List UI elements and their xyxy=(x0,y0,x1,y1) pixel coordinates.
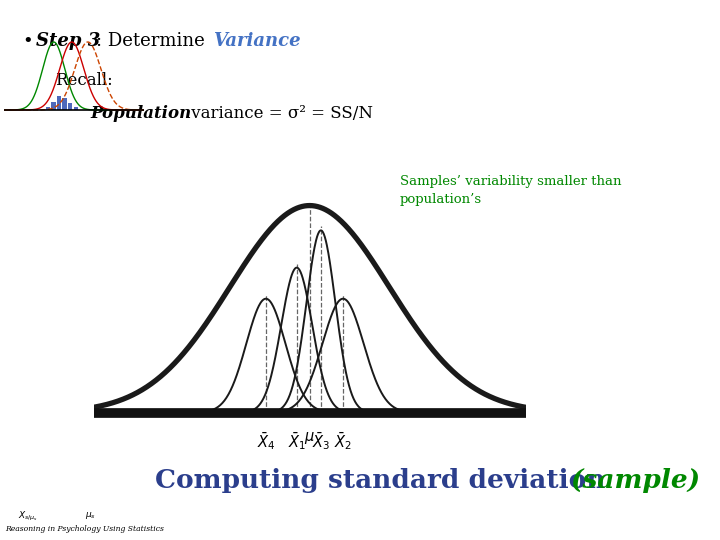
Text: : Determine: : Determine xyxy=(96,32,210,50)
Text: $\mu_s$: $\mu_s$ xyxy=(85,510,96,521)
Text: •: • xyxy=(22,32,32,50)
Text: variance = σ² = SS/N: variance = σ² = SS/N xyxy=(186,105,373,122)
Bar xyxy=(51,102,55,110)
Text: Samples’ variability smaller than
population’s: Samples’ variability smaller than popula… xyxy=(400,175,621,206)
Text: Population: Population xyxy=(90,105,192,122)
Text: $\bar{X}_1$: $\bar{X}_1$ xyxy=(287,430,306,452)
Text: (sample): (sample) xyxy=(570,468,700,493)
Bar xyxy=(68,103,73,110)
Text: Variance: Variance xyxy=(213,32,301,50)
Text: Recall:: Recall: xyxy=(55,72,113,89)
Text: Step 3: Step 3 xyxy=(36,32,100,50)
Text: $\bar{X}_4$: $\bar{X}_4$ xyxy=(256,430,275,452)
Text: $X_{s/\mu_s}$: $X_{s/\mu_s}$ xyxy=(18,510,38,523)
Text: $\bar{X}_3$: $\bar{X}_3$ xyxy=(312,430,330,452)
Text: Computing standard deviation: Computing standard deviation xyxy=(155,468,614,493)
Text: $\bar{X}_2$: $\bar{X}_2$ xyxy=(334,430,352,452)
Bar xyxy=(73,107,78,110)
Bar xyxy=(57,97,61,110)
Text: $\mu$: $\mu$ xyxy=(304,430,315,446)
Text: Reasoning in Psychology Using Statistics: Reasoning in Psychology Using Statistics xyxy=(5,525,164,533)
Bar xyxy=(63,98,67,110)
Bar xyxy=(45,106,50,110)
